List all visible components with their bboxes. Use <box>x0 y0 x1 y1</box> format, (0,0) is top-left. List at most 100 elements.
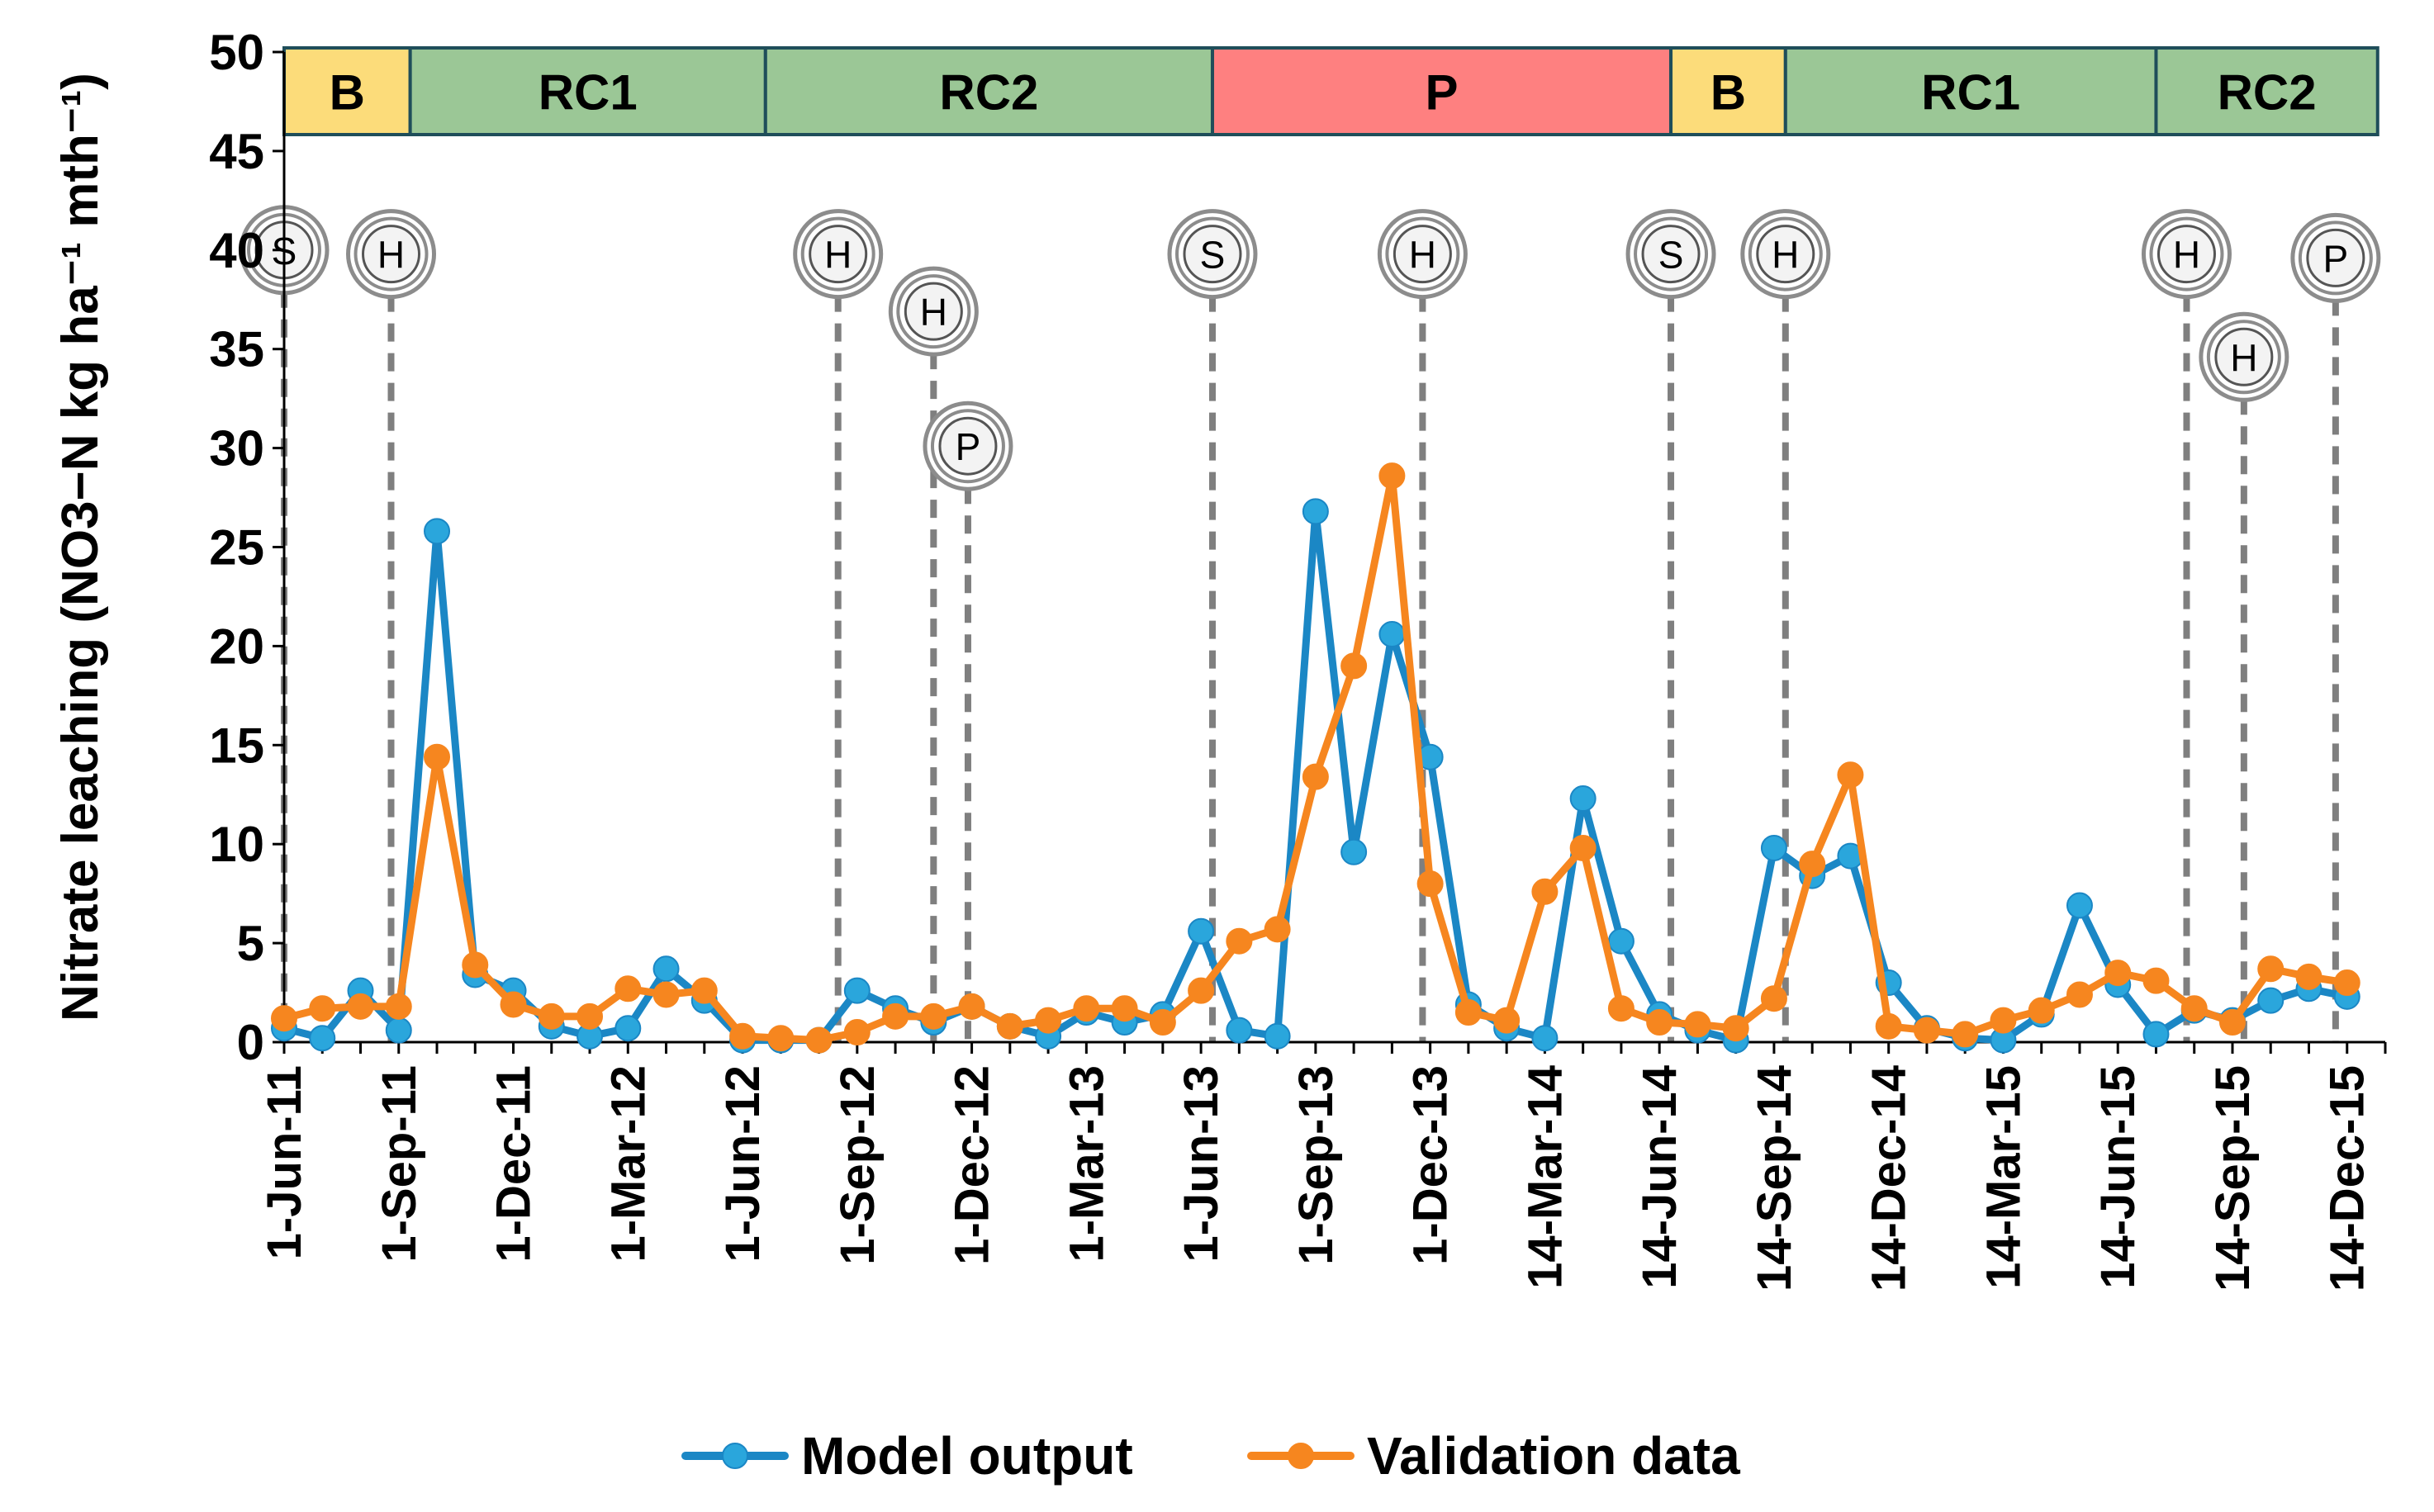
series-point <box>1454 999 1482 1026</box>
series-point <box>1035 1007 1062 1034</box>
series-point <box>1799 851 1826 878</box>
series-point <box>424 518 451 545</box>
series-point <box>424 743 451 770</box>
series-point <box>1952 1021 1979 1048</box>
series-point <box>996 1012 1023 1040</box>
series-point <box>576 1002 604 1030</box>
event-label-1: H <box>377 234 405 277</box>
crop-period-6 <box>2154 46 2379 136</box>
y-tick-label: 10 <box>209 817 264 872</box>
series-point <box>1646 1009 1673 1036</box>
event-ring-inner <box>1756 225 1815 284</box>
y-axis-title: Nitrate leaching (NO3−N kg ha⁻¹ mth⁻¹) <box>52 73 109 1021</box>
series-point <box>729 1022 757 1050</box>
series-point <box>2257 987 2285 1014</box>
series-point <box>1875 1012 1902 1040</box>
x-tick-label: 1-Sep-11 <box>372 1065 426 1263</box>
series-point <box>2257 955 2285 983</box>
crop-period-5 <box>1783 46 2158 136</box>
series-point <box>347 993 374 1020</box>
crop-period-1 <box>408 46 767 136</box>
event-label-2: H <box>824 234 852 277</box>
series-point <box>2295 963 2323 990</box>
x-ticks: 1-Jun-11 1-Sep-11 1-Dec-11 1-Mar-12 1-Jun-12… <box>258 1042 2387 1292</box>
y-tick-label: 25 <box>209 520 264 576</box>
series-lines <box>271 462 2360 1054</box>
x-tick-label: 14-Sep-15 <box>2206 1065 2260 1292</box>
crop-period-4 <box>1669 46 1787 136</box>
y-tick-label: 40 <box>209 223 264 278</box>
legend-swatch-marker <box>1288 1443 1314 1469</box>
series-point <box>1188 917 1215 945</box>
series-point <box>1531 1025 1559 1052</box>
series-point <box>2066 892 2093 919</box>
y-tick-label: 45 <box>209 124 264 179</box>
series-1 <box>271 462 2360 1054</box>
series-point <box>767 1025 795 1052</box>
x-tick-label: 1-Jun-12 <box>716 1065 770 1263</box>
event-ring-inner <box>938 416 998 476</box>
series-point <box>309 995 336 1022</box>
series-point <box>1264 1022 1291 1050</box>
series-point <box>652 981 680 1008</box>
series-point <box>614 1015 642 1042</box>
x-tick-label: 1-Dec-12 <box>946 1065 999 1265</box>
series-point <box>1760 834 1787 861</box>
series-point <box>1913 1017 1940 1044</box>
series-point <box>1722 1015 1749 1042</box>
crop-period-label: RC1 <box>539 65 638 121</box>
x-tick-label: 1-Mar-12 <box>601 1065 655 1263</box>
series-point <box>652 955 680 983</box>
x-tick-label: 14-Sep-14 <box>1748 1065 1801 1292</box>
series-point <box>1149 1009 1176 1036</box>
series-point <box>2142 967 2170 994</box>
y-tick-label: 35 <box>209 322 264 377</box>
event-label-11: P <box>2323 237 2349 280</box>
series-point <box>2180 995 2208 1022</box>
crop-period-label: RC2 <box>939 65 1038 121</box>
series-point <box>1569 834 1597 861</box>
x-tick-label: 1-Jun-11 <box>258 1065 311 1259</box>
legend-label-0: Model output <box>801 1426 1133 1486</box>
series-point <box>1226 927 1253 955</box>
series-point <box>1378 462 1406 490</box>
series-point <box>1531 878 1559 905</box>
x-tick-label: 1-Dec-13 <box>1404 1065 1458 1265</box>
series-point <box>1111 995 1138 1022</box>
series-point <box>1226 1017 1253 1044</box>
x-tick-label: 14-Dec-14 <box>1862 1065 1916 1292</box>
series-point <box>1990 1007 2017 1034</box>
legend-swatch-marker <box>722 1443 748 1469</box>
series-point <box>2066 981 2093 1008</box>
plot-axes <box>282 52 2385 1044</box>
event-ring-inner <box>1641 225 1701 284</box>
y-tick-label: 5 <box>237 916 264 971</box>
x-tick-label: 1-Dec-11 <box>487 1065 541 1263</box>
series-point <box>1684 1011 1711 1038</box>
legend-label-1: Validation data <box>1367 1426 1740 1486</box>
event-ring-inner <box>2156 225 2216 284</box>
event-ring-inner <box>1183 225 1242 284</box>
x-tick-label: 14-Jun-14 <box>1633 1065 1687 1289</box>
series-point <box>882 1002 909 1030</box>
series-point <box>1340 838 1368 865</box>
crop-period-label: P <box>1425 65 1458 121</box>
series-point <box>1569 785 1597 813</box>
x-tick-label: 14-Mar-14 <box>1518 1065 1572 1289</box>
series-point <box>385 1017 412 1044</box>
series-point <box>843 1019 871 1046</box>
event-label-9: H <box>2173 234 2200 277</box>
series-point <box>462 951 489 979</box>
event-label-7: S <box>1658 234 1684 277</box>
event-ring-inner <box>809 225 868 284</box>
series-point <box>309 1025 336 1052</box>
event-ring-inner <box>2306 228 2365 287</box>
series-point <box>690 977 718 1004</box>
crop-period-label: B <box>1710 65 1746 121</box>
crop-period-label: RC1 <box>1921 65 2020 121</box>
series-point <box>1302 498 1329 525</box>
series-point <box>614 975 642 1002</box>
x-tick-label: 14-Dec-15 <box>2321 1065 2375 1292</box>
crop-period-bar: B RC1 RC2 P B RC1 RC2 <box>282 46 2379 136</box>
series-point <box>1607 927 1635 955</box>
